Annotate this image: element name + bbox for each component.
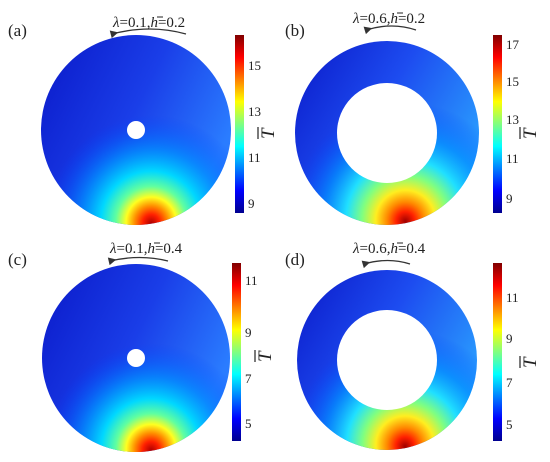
colorbar-label: T [520,356,541,368]
rotation-arrow [363,25,417,35]
colorbar: 9 11 13 15 17 T [493,35,541,213]
colorbar-tick: 9 [245,325,252,340]
colorbar-label: T [520,127,541,139]
colorbar-tick: 9 [248,196,255,211]
panel-title: λ=0.6,h=0.2 [352,11,425,27]
colorbar: 5 7 9 11 T [232,263,276,441]
lambda-value: =0.1, [120,15,151,31]
svg-text:λ=0.1,h=0.2: λ=0.1,h=0.2 [112,15,185,31]
panel-title: λ=0.1,h=0.2 [112,15,185,31]
colorbar-tick: 11 [506,290,519,305]
inner-hole [127,121,145,139]
panel-label: (a) [8,21,27,40]
colorbar-tick: 9 [506,191,513,206]
disk-field [42,264,230,452]
colorbar-tick: 11 [248,150,261,165]
lambda-symbol: λ [109,241,117,257]
lambda-value: =0.1, [117,241,148,257]
colorbar-tick: 7 [245,371,252,386]
lambda-symbol: λ [352,11,360,27]
disk-field [41,35,231,225]
h-value: =0.2 [158,15,185,31]
colorbar-tick: 13 [248,104,261,119]
colorbar-label: T [255,350,276,362]
h-symbol: h [390,241,398,257]
panel-a: (a) λ=0.1,h=0.2 9 11 13 15 T [8,15,279,225]
panel-label: (b) [285,21,305,40]
rotation-arrow [107,256,169,266]
panel-title: λ=0.6,h=0.4 [352,241,426,257]
h-value: =0.2 [398,11,425,27]
panel-title: λ=0.1,h=0.4 [109,241,183,257]
lambda-symbol: λ [352,241,360,257]
colorbar-tick: 5 [245,416,252,431]
h-symbol: h [150,15,158,31]
colorbar-gradient [232,263,241,441]
colorbar-gradient [235,35,244,213]
ring-field [297,270,477,450]
panel-label: (c) [8,250,27,269]
h-value: =0.4 [155,241,183,257]
lambda-value: =0.6, [360,11,391,27]
colorbar-tick: 11 [506,151,519,166]
colorbar-tick: 5 [506,417,513,432]
colorbar-tick: 17 [506,37,520,52]
colorbar-tick: 9 [506,331,513,346]
colorbar: 9 11 13 15 T [235,35,279,213]
colorbar-gradient [493,35,502,213]
colorbar: 5 7 9 11 T [493,263,541,441]
colorbar-tick: 7 [506,375,513,390]
rotation-arrow [361,259,411,269]
h-symbol: h [147,241,155,257]
panel-b: (b) λ=0.6,h=0.2 9 11 13 15 17 T [285,11,541,225]
colorbar-tick: 11 [245,273,258,288]
colorbar-label: T [258,127,279,139]
colorbar-tick: 13 [506,112,519,127]
colorbar-tick: 15 [506,74,519,89]
svg-text:λ=0.1,h=0.4: λ=0.1,h=0.4 [109,241,183,257]
panel-c: (c) λ=0.1,h=0.4 5 7 9 11 T [8,241,276,452]
svg-text:λ=0.6,h=0.2: λ=0.6,h=0.2 [352,11,425,27]
lambda-symbol: λ [112,15,120,31]
colorbar-gradient [493,263,502,441]
svg-text:λ=0.6,h=0.4: λ=0.6,h=0.4 [352,241,426,257]
panel-d: (d) λ=0.6,h=0.4 5 7 9 11 T [285,241,541,450]
lambda-value: =0.6, [360,241,391,257]
rotation-arrow [109,28,187,39]
inner-hole [127,349,145,367]
panel-label: (d) [285,250,305,269]
colorbar-tick: 15 [248,58,261,73]
h-value: =0.4 [398,241,426,257]
h-symbol: h [390,11,398,27]
ring-field [295,41,479,225]
